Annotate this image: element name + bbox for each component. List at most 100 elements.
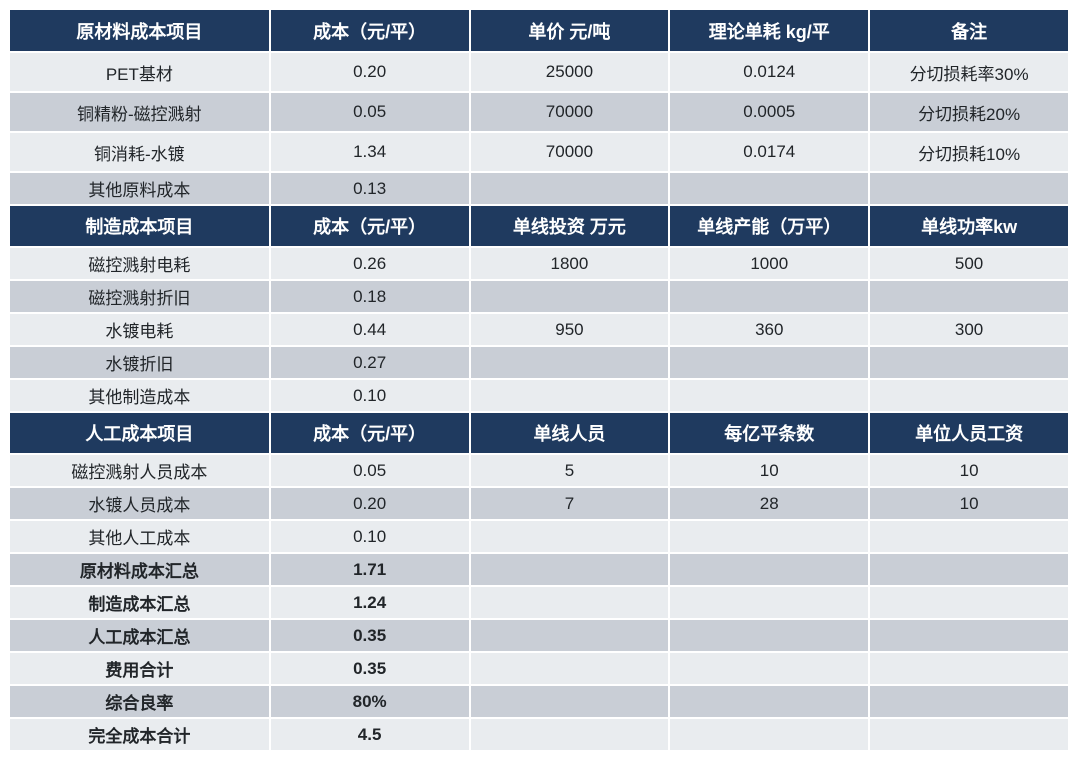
table-cell [669, 346, 869, 379]
section-header: 原材料成本项目成本（元/平）单价 元/吨理论单耗 kg/平备注 [10, 10, 1069, 52]
table-row: 其他原料成本0.13 [10, 172, 1069, 205]
header-cell: 制造成本项目 [10, 205, 270, 247]
table-cell: 0.0005 [669, 92, 869, 132]
table-row: 费用合计0.35 [10, 652, 1069, 685]
table-row: PET基材0.20250000.0124分切损耗率30% [10, 52, 1069, 92]
table-cell [869, 172, 1069, 205]
table-cell [669, 553, 869, 586]
table-cell: 0.05 [270, 454, 470, 487]
table-row: 完全成本合计4.5 [10, 718, 1069, 751]
table-cell: 水镀人员成本 [10, 487, 270, 520]
table-row: 磁控溅射折旧0.18 [10, 280, 1069, 313]
table-cell [869, 520, 1069, 553]
table-cell: 500 [869, 247, 1069, 280]
table-cell [869, 379, 1069, 412]
table-cell [669, 520, 869, 553]
table-cell: 0.35 [270, 652, 470, 685]
table-cell [869, 553, 1069, 586]
table-cell [470, 586, 670, 619]
table-cell: 0.44 [270, 313, 470, 346]
table-cell: PET基材 [10, 52, 270, 92]
table-cell: 分切损耗率30% [869, 52, 1069, 92]
table-cell: 0.13 [270, 172, 470, 205]
table-cell: 10 [669, 454, 869, 487]
table-cell: 制造成本汇总 [10, 586, 270, 619]
table-cell: 铜消耗-水镀 [10, 132, 270, 172]
table-cell: 70000 [470, 132, 670, 172]
table-cell: 0.0174 [669, 132, 869, 172]
table-cell: 铜精粉-磁控溅射 [10, 92, 270, 132]
header-cell: 理论单耗 kg/平 [669, 10, 869, 52]
table-cell: 1.24 [270, 586, 470, 619]
table-cell [669, 586, 869, 619]
table-cell: 其他制造成本 [10, 379, 270, 412]
table-cell: 10 [869, 487, 1069, 520]
table-cell [669, 379, 869, 412]
header-cell: 单价 元/吨 [470, 10, 670, 52]
table-cell: 人工成本汇总 [10, 619, 270, 652]
header-cell: 单位人员工资 [869, 412, 1069, 454]
table-cell: 1.71 [270, 553, 470, 586]
table-cell: 磁控溅射电耗 [10, 247, 270, 280]
table-cell [669, 280, 869, 313]
table-cell: 原材料成本汇总 [10, 553, 270, 586]
header-cell: 成本（元/平） [270, 10, 470, 52]
table-cell: 0.05 [270, 92, 470, 132]
cost-table: 原材料成本项目成本（元/平）单价 元/吨理论单耗 kg/平备注PET基材0.20… [10, 10, 1070, 752]
table-cell [470, 520, 670, 553]
table-cell: 0.18 [270, 280, 470, 313]
table-cell: 4.5 [270, 718, 470, 751]
table-cell [470, 685, 670, 718]
table-cell: 0.10 [270, 520, 470, 553]
table-cell: 水镀电耗 [10, 313, 270, 346]
table-row: 水镀折旧0.27 [10, 346, 1069, 379]
cost-table-body: 原材料成本项目成本（元/平）单价 元/吨理论单耗 kg/平备注PET基材0.20… [10, 10, 1069, 751]
table-cell [470, 172, 670, 205]
header-cell: 原材料成本项目 [10, 10, 270, 52]
table-cell: 1.34 [270, 132, 470, 172]
table-cell: 0.20 [270, 487, 470, 520]
table-cell [869, 586, 1069, 619]
header-cell: 每亿平条数 [669, 412, 869, 454]
table-cell [470, 280, 670, 313]
section-header: 制造成本项目成本（元/平）单线投资 万元单线产能（万平）单线功率kw [10, 205, 1069, 247]
table-cell [470, 619, 670, 652]
table-cell: 70000 [470, 92, 670, 132]
table-cell: 0.35 [270, 619, 470, 652]
table-row: 其他人工成本0.10 [10, 520, 1069, 553]
table-cell [470, 718, 670, 751]
table-row: 铜消耗-水镀1.34700000.0174分切损耗10% [10, 132, 1069, 172]
table-row: 磁控溅射电耗0.2618001000500 [10, 247, 1069, 280]
table-cell: 10 [869, 454, 1069, 487]
table-cell: 300 [869, 313, 1069, 346]
table-cell [869, 652, 1069, 685]
table-cell: 0.0124 [669, 52, 869, 92]
table-cell: 5 [470, 454, 670, 487]
header-cell: 单线投资 万元 [470, 205, 670, 247]
table-cell: 分切损耗20% [869, 92, 1069, 132]
table-cell: 其他原料成本 [10, 172, 270, 205]
table-cell: 28 [669, 487, 869, 520]
table-row: 人工成本汇总0.35 [10, 619, 1069, 652]
table-cell: 分切损耗10% [869, 132, 1069, 172]
table-cell [669, 619, 869, 652]
table-cell: 其他人工成本 [10, 520, 270, 553]
table-cell [669, 685, 869, 718]
table-cell [470, 553, 670, 586]
table-row: 水镀电耗0.44950360300 [10, 313, 1069, 346]
table-cell [869, 619, 1069, 652]
table-cell [869, 346, 1069, 379]
table-cell: 费用合计 [10, 652, 270, 685]
table-row: 磁控溅射人员成本0.0551010 [10, 454, 1069, 487]
table-cell [470, 379, 670, 412]
table-cell: 水镀折旧 [10, 346, 270, 379]
table-row: 水镀人员成本0.2072810 [10, 487, 1069, 520]
table-cell: 25000 [470, 52, 670, 92]
table-cell: 磁控溅射折旧 [10, 280, 270, 313]
table-cell [470, 652, 670, 685]
table-row: 综合良率80% [10, 685, 1069, 718]
table-row: 其他制造成本0.10 [10, 379, 1069, 412]
table-cell: 7 [470, 487, 670, 520]
table-cell: 0.26 [270, 247, 470, 280]
table-row: 铜精粉-磁控溅射0.05700000.0005分切损耗20% [10, 92, 1069, 132]
